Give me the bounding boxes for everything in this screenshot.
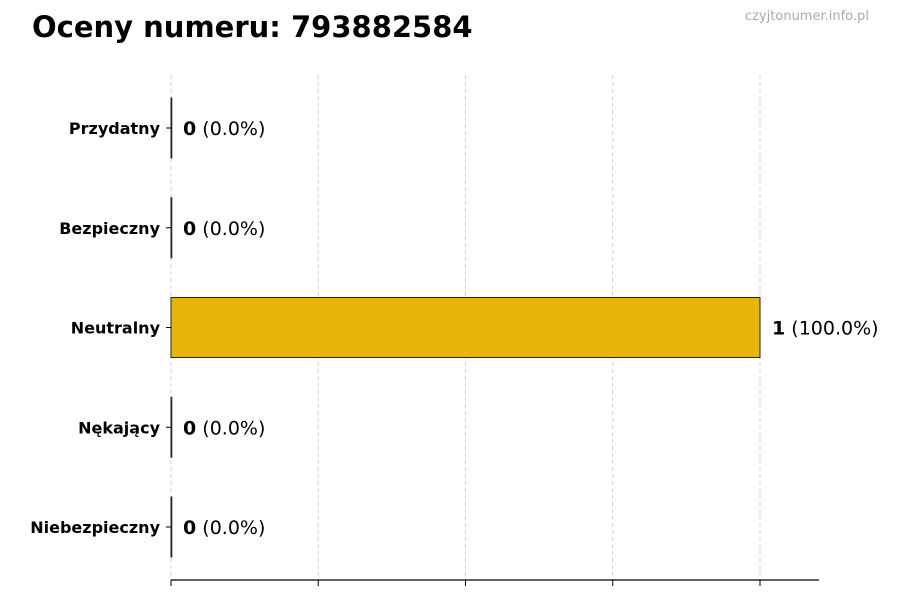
value-label: 0 (0.0%) bbox=[183, 118, 265, 140]
value-count: 0 bbox=[183, 417, 196, 439]
value-label: 0 (0.0%) bbox=[183, 218, 265, 240]
category-label: Bezpieczny bbox=[59, 219, 160, 238]
value-percent: (100.0%) bbox=[791, 318, 878, 340]
value-count: 0 bbox=[183, 118, 196, 140]
bar bbox=[170, 297, 761, 358]
value-label: 0 (0.0%) bbox=[183, 517, 265, 539]
category-label: Nękający bbox=[78, 418, 160, 437]
value-label: 0 (0.0%) bbox=[183, 417, 265, 439]
value-percent: (0.0%) bbox=[202, 417, 265, 439]
bar bbox=[170, 396, 173, 458]
value-count: 0 bbox=[183, 517, 196, 539]
value-count: 0 bbox=[183, 218, 196, 240]
category-label: Przydatny bbox=[69, 119, 161, 138]
bar bbox=[170, 496, 173, 558]
watermark: czyjtonumer.info.pl bbox=[745, 9, 869, 24]
bar bbox=[170, 97, 173, 159]
bar bbox=[170, 197, 173, 259]
value-percent: (0.0%) bbox=[202, 517, 265, 539]
category-label: Neutralny bbox=[71, 319, 161, 338]
chart-title: Oceny numeru: 793882584 bbox=[32, 10, 473, 44]
category-label: Niebezpieczny bbox=[30, 518, 160, 537]
value-percent: (0.0%) bbox=[202, 118, 265, 140]
value-label: 1 (100.0%) bbox=[772, 318, 879, 340]
value-count: 1 bbox=[772, 318, 785, 340]
value-percent: (0.0%) bbox=[202, 218, 265, 240]
